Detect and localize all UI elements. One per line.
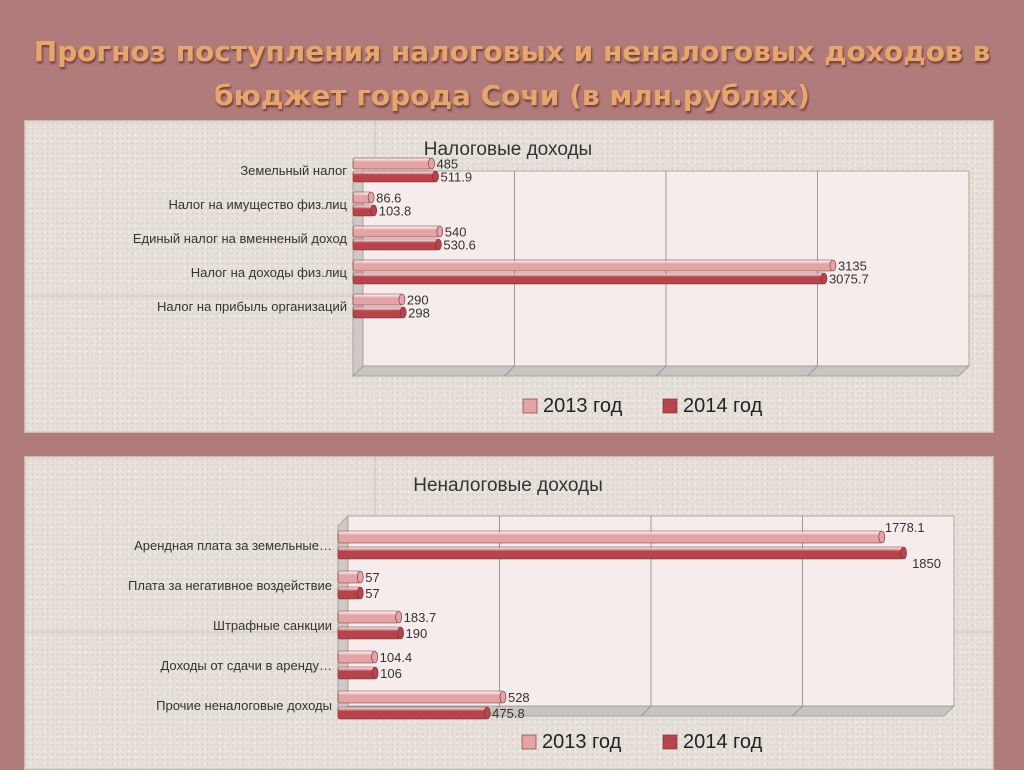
value-label: 106 xyxy=(380,666,402,681)
tax-bar-2013 xyxy=(352,293,406,306)
nontax-bar-2014 xyxy=(337,546,907,560)
value-label: 190 xyxy=(406,626,428,641)
category-label: Прочие неналоговые доходы xyxy=(156,698,332,713)
tax-bar-2014 xyxy=(352,238,442,251)
category-label: Налог на имущество физ.лиц xyxy=(169,197,348,212)
tax-revenue-chart-panel: Налоговые доходы Земельный налог 485 511.9 Н… xyxy=(24,120,994,433)
nontax-bar-2013 xyxy=(337,650,378,664)
value-label: 86.6 xyxy=(376,191,401,206)
category-label: Доходы от сдачи в аренду… xyxy=(160,658,332,673)
tax-bar-2014 xyxy=(352,272,828,285)
value-label: 3135 xyxy=(838,259,867,274)
value-label: 1778.1 xyxy=(885,520,925,535)
value-label: 104.4 xyxy=(380,650,413,665)
value-label: 530.6 xyxy=(443,238,476,253)
gridline xyxy=(792,705,803,717)
value-label: 475.8 xyxy=(492,706,525,721)
chart-title: Налоговые доходы xyxy=(424,139,592,160)
tax-bar-2013 xyxy=(352,191,375,204)
tax-bar-2013 xyxy=(352,225,444,238)
nontax-bar-2013 xyxy=(337,530,886,544)
value-label: 3075.7 xyxy=(829,272,869,287)
non-tax-revenue-chart-panel: Неналоговые доходы Арендная плата за земе… xyxy=(24,456,994,770)
value-label: 57 xyxy=(365,586,379,601)
value-label: 298 xyxy=(408,306,430,321)
legend-label: 2013 год xyxy=(543,395,623,417)
value-label: 290 xyxy=(407,293,429,308)
tax-bar-2013 xyxy=(352,157,435,170)
category-label: Налог на прибыль организаций xyxy=(157,299,347,314)
legend-swatch-2014 xyxy=(662,734,678,750)
tax-bar-2014 xyxy=(352,170,439,183)
category-label: Земельный налог xyxy=(240,163,347,178)
chart-title: Неналоговые доходы xyxy=(413,475,603,496)
legend-label: 2014 год xyxy=(683,731,763,753)
gridline xyxy=(655,365,667,377)
nontax-bar-2014 xyxy=(337,626,404,640)
legend-swatch-2013 xyxy=(521,734,537,750)
value-label: 485 xyxy=(436,157,458,172)
gridline xyxy=(640,705,652,717)
category-label: Единый налог на вменненый доход xyxy=(133,231,348,246)
value-label: 528 xyxy=(508,690,530,705)
category-label: Налог на доходы физ.лиц xyxy=(191,265,348,280)
category-label: Арендная плата за земельные… xyxy=(134,538,332,553)
gridline xyxy=(807,365,818,377)
category-label: Штрафные санкции xyxy=(213,618,332,633)
legend-label: 2014 год xyxy=(683,395,763,417)
gridline xyxy=(489,705,500,717)
value-label: 183.7 xyxy=(404,610,437,625)
slide-title: Прогноз поступления налоговых и неналого… xyxy=(0,30,1024,118)
slide-title-line-1: Прогноз поступления налоговых и неналого… xyxy=(33,35,991,68)
nontax-bar-2013 xyxy=(337,610,402,624)
nontax-bar-2014 xyxy=(337,706,491,720)
nontax-bar-2014 xyxy=(337,666,379,680)
value-label: 511.9 xyxy=(441,170,473,185)
gridline xyxy=(504,365,515,377)
value-label: 1850 xyxy=(912,556,941,571)
slide-title-line-2: бюджет города Сочи (в млн.рублях) xyxy=(214,79,810,112)
legend-label: 2013 год xyxy=(542,731,622,753)
tax-bar-2013 xyxy=(352,259,837,272)
value-label: 540 xyxy=(445,225,467,240)
category-label: Плата за негативное воздействие xyxy=(128,578,332,593)
nontax-bar-2014 xyxy=(337,586,364,600)
nontax-bar-2013 xyxy=(337,570,364,584)
legend-swatch-2014 xyxy=(662,398,678,414)
value-label: 57 xyxy=(365,570,379,585)
non-tax-revenue-chart: Неналоговые доходы Арендная плата за земе… xyxy=(25,457,993,753)
nontax-bar-2013 xyxy=(337,690,507,704)
legend-swatch-2013 xyxy=(522,398,538,414)
tax-bar-2014 xyxy=(352,204,378,217)
value-label: 103.8 xyxy=(379,204,412,219)
tax-bar-2014 xyxy=(352,306,407,319)
